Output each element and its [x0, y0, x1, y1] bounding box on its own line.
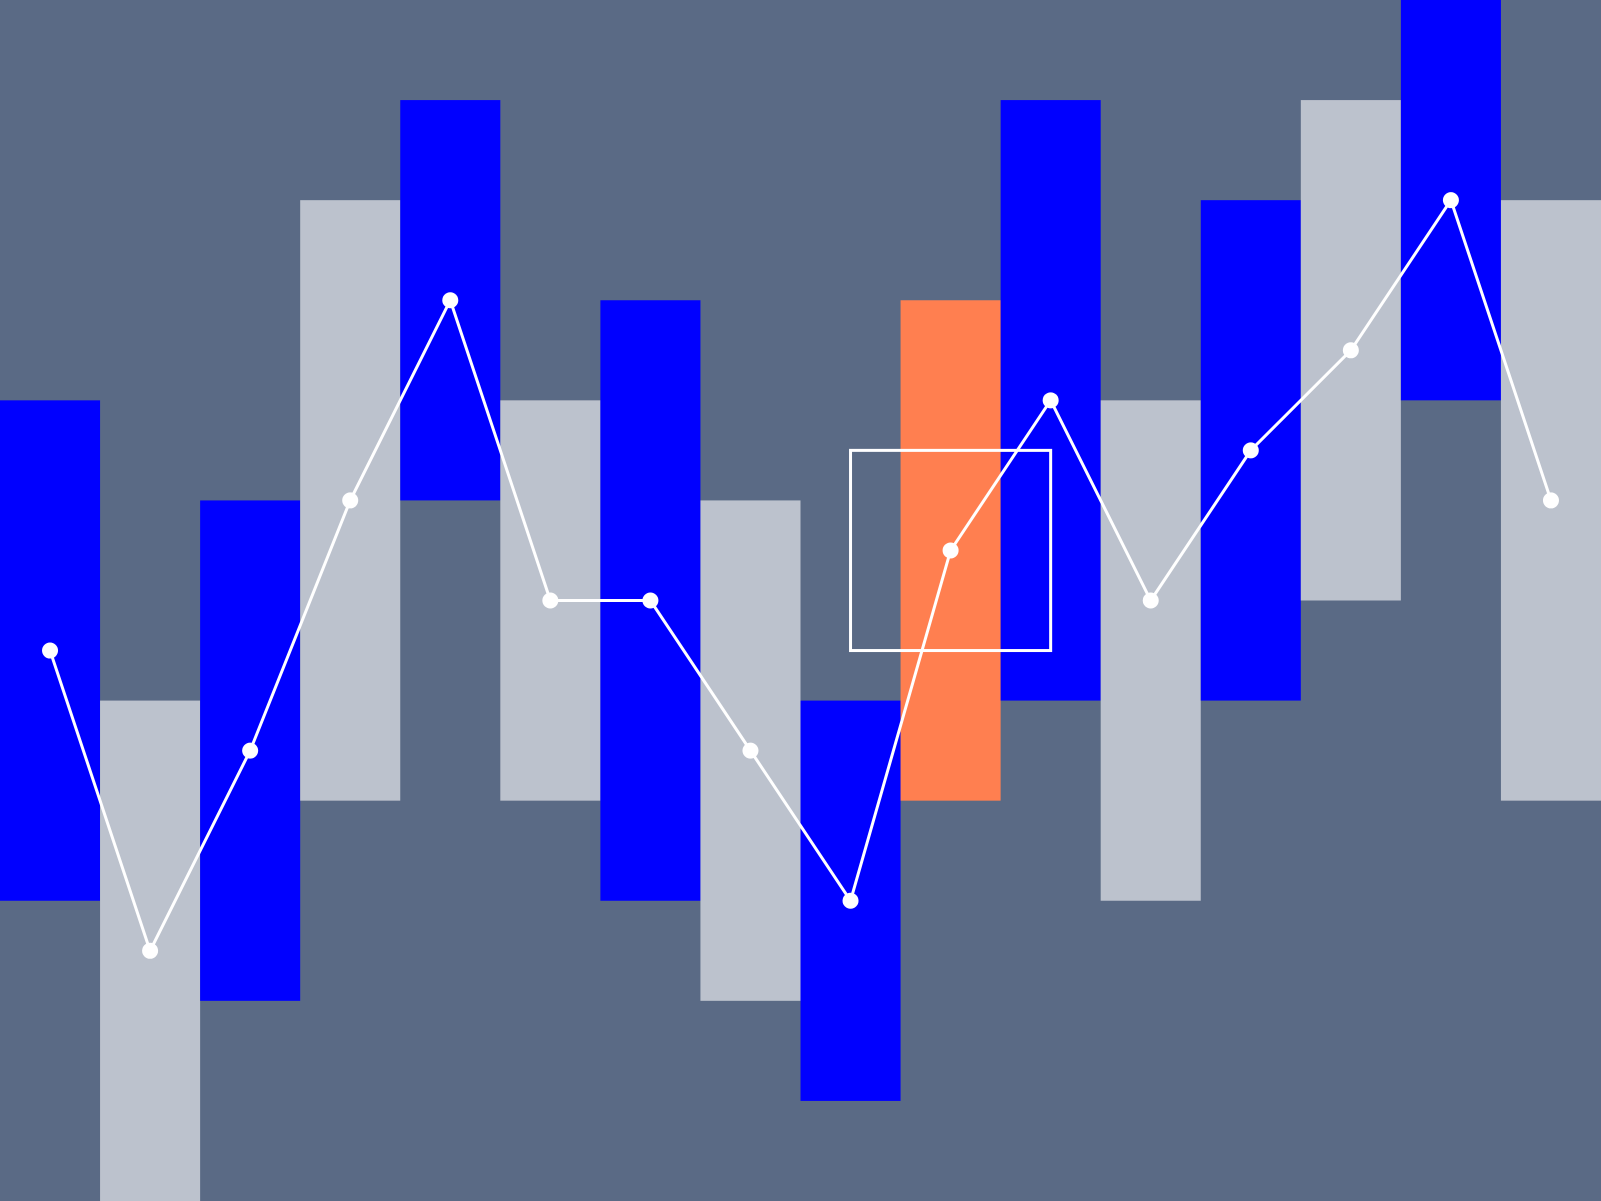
line-series: [42, 192, 1559, 959]
data-point-3: [342, 492, 359, 509]
data-point-14: [1442, 192, 1459, 209]
selection-box[interactable]: [849, 448, 1053, 653]
data-point-12: [1242, 442, 1259, 459]
data-point-5: [542, 592, 559, 609]
data-point-15: [1542, 492, 1559, 509]
data-point-10: [1042, 392, 1059, 409]
data-point-13: [1342, 342, 1359, 359]
selection-layer: [849, 448, 1053, 653]
data-point-2: [242, 742, 259, 759]
data-point-9: [942, 542, 959, 559]
data-point-4: [442, 292, 459, 309]
data-point-1: [142, 942, 159, 959]
series-line: [48, 196, 1553, 955]
data-point-6: [642, 592, 659, 609]
data-point-0: [42, 642, 59, 659]
bar-11: [1100, 400, 1201, 901]
data-point-8: [842, 892, 859, 909]
data-point-11: [1142, 592, 1159, 609]
data-point-7: [742, 742, 759, 759]
